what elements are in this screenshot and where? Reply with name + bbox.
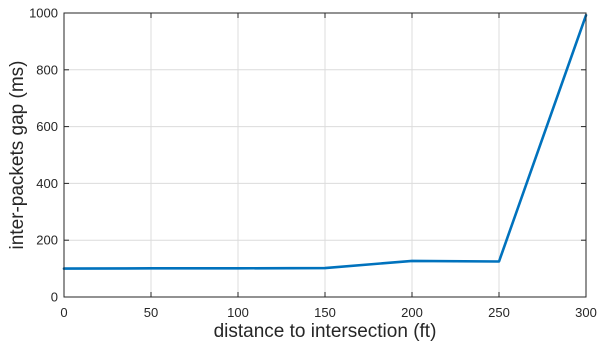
- x-tick-label: 250: [488, 305, 510, 320]
- y-tick-label: 200: [36, 233, 58, 248]
- y-tick-label: 600: [36, 119, 58, 134]
- y-tick-label: 400: [36, 176, 58, 191]
- x-tick-label: 50: [144, 305, 158, 320]
- x-tick-label: 300: [575, 305, 597, 320]
- x-tick-label: 0: [60, 305, 67, 320]
- x-tick-label: 100: [227, 305, 249, 320]
- y-tick-label: 0: [51, 290, 58, 305]
- series-lines: [62, 13, 588, 270]
- x-tick-labels: 0 50 100 150 200 250 300: [60, 305, 596, 320]
- x-tick-label: 200: [401, 305, 423, 320]
- y-tick-labels: 0 200 400 600 800 1000: [29, 6, 58, 305]
- axis-ticks: [63, 12, 587, 298]
- x-tick-label: 150: [314, 305, 336, 320]
- y-tick-label: 1000: [29, 6, 58, 21]
- x-axis-label: distance to intersection (ft): [214, 321, 437, 342]
- series-line: [62, 13, 588, 270]
- y-axis-label: inter-packets gap (ms): [7, 60, 28, 249]
- y-tick-label: 800: [36, 62, 58, 77]
